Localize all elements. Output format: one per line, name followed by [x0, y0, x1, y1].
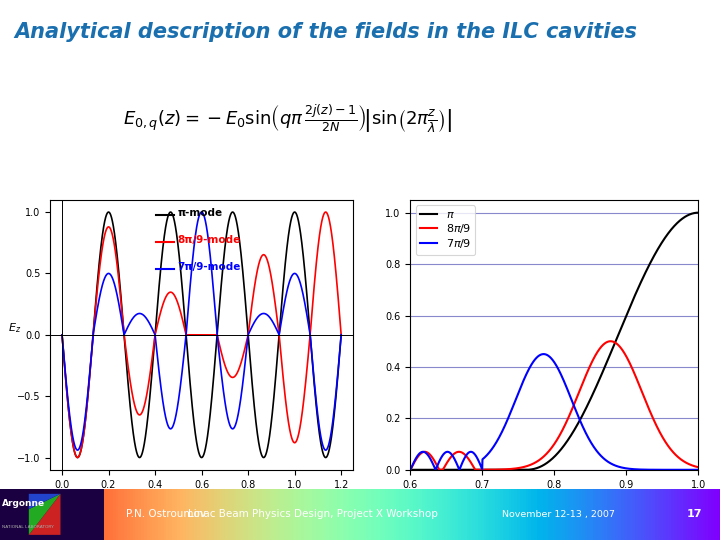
Legend: $\pi$, $8\pi/9$, $7\pi/9$: $\pi$, $8\pi/9$, $7\pi/9$: [416, 205, 475, 255]
Text: NATIONAL LABORATORY: NATIONAL LABORATORY: [2, 525, 54, 529]
X-axis label: β: β: [550, 492, 559, 505]
Polygon shape: [29, 494, 60, 509]
Text: 8π/9-mode: 8π/9-mode: [177, 235, 240, 245]
Y-axis label: $E_z$: $E_z$: [8, 321, 21, 335]
Polygon shape: [29, 494, 60, 535]
Text: November 12-13 , 2007: November 12-13 , 2007: [502, 510, 614, 519]
Polygon shape: [29, 494, 60, 535]
Text: Argonne: Argonne: [2, 498, 45, 508]
Text: $E_{0,q}(z) = -E_0 \sin\!\left(q\pi\,\frac{2j(z)-1}{2N}\right)\!\left|\sin\!\lef: $E_{0,q}(z) = -E_0 \sin\!\left(q\pi\,\fr…: [123, 103, 453, 136]
Text: Linac Beam Physics Design, Project X Workshop: Linac Beam Physics Design, Project X Wor…: [188, 509, 438, 519]
Text: P.N. Ostroumov: P.N. Ostroumov: [126, 509, 206, 519]
X-axis label: z (cm): z (cm): [184, 492, 219, 502]
Bar: [0, 489, 104, 540]
Text: 17: 17: [687, 509, 703, 519]
Text: π-mode: π-mode: [177, 208, 222, 218]
Text: 7π/9-mode: 7π/9-mode: [177, 262, 240, 272]
Text: Analytical description of the fields in the ILC cavities: Analytical description of the fields in …: [14, 22, 637, 42]
